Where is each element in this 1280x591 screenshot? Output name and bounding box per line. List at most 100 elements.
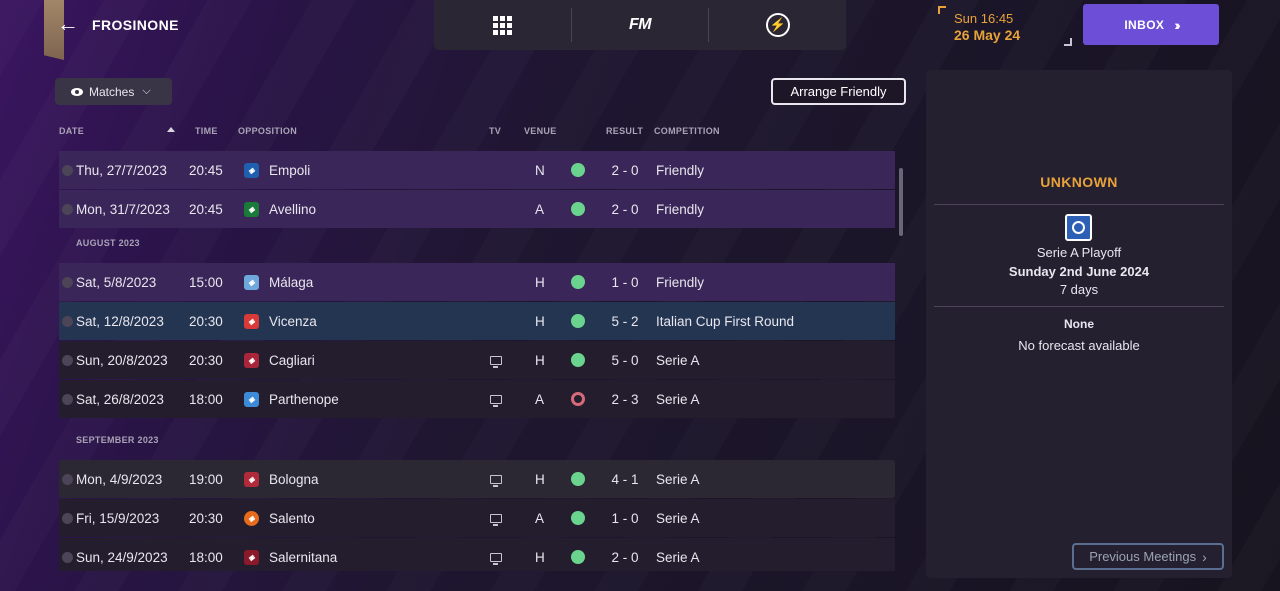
forecast-text: No forecast available xyxy=(1018,338,1140,353)
arrow-left-icon: ← xyxy=(57,11,79,36)
competition[interactable]: Serie A xyxy=(656,391,700,407)
column-competition[interactable]: COMPETITION xyxy=(654,126,720,136)
score[interactable]: 5 - 0 xyxy=(611,352,639,368)
match-preview-panel: UNKNOWN Serie A Playoff Sunday 2nd June … xyxy=(926,70,1232,578)
table-row[interactable]: Sat, 5/8/2023 15:00 ◈ Málaga H 1 - 0 Fri… xyxy=(59,263,895,301)
opponent-name[interactable]: Bologna xyxy=(269,471,319,487)
venue: A xyxy=(535,201,545,217)
club-badge-icon: ◈ xyxy=(244,538,259,571)
month-header: AUGUST 2023 xyxy=(76,238,140,248)
month-header: SEPTEMBER 2023 xyxy=(76,435,159,445)
tv-icon xyxy=(490,380,502,418)
tv-icon xyxy=(490,499,502,537)
opponent-name[interactable]: Avellino xyxy=(269,201,317,217)
competition[interactable]: Serie A xyxy=(656,549,700,565)
page-title: FROSINONE xyxy=(92,17,179,33)
venue: H xyxy=(535,274,545,290)
competition[interactable]: Friendly xyxy=(656,162,705,178)
match-date: Sun, 24/9/2023 xyxy=(76,549,168,565)
menu-grid-button[interactable] xyxy=(434,0,571,50)
competition[interactable]: Serie A xyxy=(656,352,700,368)
result-win-icon xyxy=(571,538,585,571)
competition[interactable]: Friendly xyxy=(656,274,705,290)
table-row[interactable]: Sat, 12/8/2023 20:30 ◈ Vicenza H 5 - 2 I… xyxy=(59,302,895,340)
chevron-right-icon: › xyxy=(1202,548,1207,565)
played-check-icon xyxy=(62,190,74,228)
score[interactable]: 1 - 0 xyxy=(611,274,639,290)
divider xyxy=(934,204,1224,205)
match-time: 20:30 xyxy=(189,510,223,526)
column-date[interactable]: DATE xyxy=(59,126,85,136)
lightning-icon: ⚡ xyxy=(765,13,790,37)
column-time[interactable]: TIME xyxy=(195,126,218,136)
game-clock[interactable]: Sun 16:45 26 May 24 xyxy=(938,6,1072,46)
view-dropdown-label: Matches xyxy=(89,84,135,99)
back-button[interactable]: ← xyxy=(56,11,80,36)
countdown: 7 days xyxy=(1059,282,1099,297)
competition[interactable]: Friendly xyxy=(656,201,705,217)
fm-home-button[interactable]: FM xyxy=(572,0,709,50)
opponent-name[interactable]: Málaga xyxy=(269,274,314,290)
club-badge-icon: ◈ xyxy=(244,263,259,301)
score[interactable]: 1 - 0 xyxy=(611,510,639,526)
match-date: Sat, 12/8/2023 xyxy=(76,313,164,329)
column-tv[interactable]: TV xyxy=(489,126,502,136)
column-opposition[interactable]: OPPOSITION xyxy=(238,126,298,136)
competition[interactable]: Serie A xyxy=(656,471,700,487)
table-row[interactable]: Mon, 4/9/2023 19:00 ◈ Bologna H 4 - 1 Se… xyxy=(59,460,895,498)
competition[interactable]: Italian Cup First Round xyxy=(656,313,795,329)
opponent-name[interactable]: Parthenope xyxy=(269,391,339,407)
column-result[interactable]: RESULT xyxy=(606,126,644,136)
fm-logo: FM xyxy=(628,16,652,33)
eye-icon xyxy=(71,87,83,96)
match-time: 20:45 xyxy=(189,162,223,178)
result-win-icon xyxy=(571,190,585,228)
sort-ascending-icon[interactable] xyxy=(167,127,175,132)
column-venue[interactable]: VENUE xyxy=(524,126,557,136)
score[interactable]: 4 - 1 xyxy=(611,471,639,487)
scrollbar[interactable] xyxy=(899,168,903,236)
arrange-friendly-button[interactable]: Arrange Friendly xyxy=(771,78,906,105)
played-check-icon xyxy=(62,263,74,301)
opponent-name[interactable]: Salento xyxy=(269,510,315,526)
score[interactable]: 2 - 0 xyxy=(611,201,639,217)
table-row[interactable]: Sun, 24/9/2023 18:00 ◈ Salernitana H 2 -… xyxy=(59,538,895,571)
table-row[interactable]: Thu, 27/7/2023 20:45 ◈ Empoli N 2 - 0 Fr… xyxy=(59,151,895,189)
previous-meetings-button[interactable]: Previous Meetings › xyxy=(1072,543,1224,570)
opponent-name[interactable]: Salernitana xyxy=(269,549,338,565)
clock-date: 26 May 24 xyxy=(954,27,1021,43)
chevron-down-icon: ⌵ xyxy=(142,85,151,97)
club-badge-icon: ◈ xyxy=(244,341,259,379)
match-date: Sunday 2nd June 2024 xyxy=(1008,264,1150,279)
result-win-icon xyxy=(571,151,585,189)
venue: H xyxy=(535,313,545,329)
table-row[interactable]: Fri, 15/9/2023 20:30 ◈ Salento A 1 - 0 S… xyxy=(59,499,895,537)
grid-icon xyxy=(492,15,512,35)
table-row[interactable]: Mon, 31/7/2023 20:45 ◈ Avellino A 2 - 0 … xyxy=(59,190,895,228)
result-win-icon xyxy=(571,302,585,340)
score[interactable]: 5 - 2 xyxy=(611,313,639,329)
match-time: 15:00 xyxy=(189,274,223,290)
club-badge-icon: ◈ xyxy=(244,380,259,418)
opponent-name[interactable]: Vicenza xyxy=(269,313,317,329)
table-row[interactable]: Sat, 26/8/2023 18:00 ◈ Parthenope A 2 - … xyxy=(59,380,895,418)
score[interactable]: 2 - 0 xyxy=(611,162,639,178)
result-win-icon xyxy=(571,460,585,498)
table-row[interactable]: Sun, 20/8/2023 20:30 ◈ Cagliari H 5 - 0 … xyxy=(59,341,895,379)
opponent-name[interactable]: Empoli xyxy=(269,162,311,178)
divider xyxy=(934,306,1224,307)
venue: H xyxy=(535,352,545,368)
tv-icon xyxy=(490,538,502,571)
competition[interactable]: Serie A xyxy=(656,510,700,526)
match-time: 18:00 xyxy=(189,391,223,407)
serie-a-playoff-icon xyxy=(1065,214,1092,241)
opponent-name[interactable]: Cagliari xyxy=(269,352,315,368)
club-badge-icon: ◈ xyxy=(244,499,259,537)
view-dropdown[interactable]: Matches ⌵ xyxy=(55,78,172,105)
score[interactable]: 2 - 0 xyxy=(611,549,639,565)
inbox-button[interactable]: INBOX ›› xyxy=(1083,4,1219,45)
score[interactable]: 2 - 3 xyxy=(611,391,639,407)
opponent-title: UNKNOWN xyxy=(1040,174,1118,190)
quick-actions-button[interactable]: ⚡ xyxy=(709,0,846,50)
result-win-icon xyxy=(571,263,585,301)
